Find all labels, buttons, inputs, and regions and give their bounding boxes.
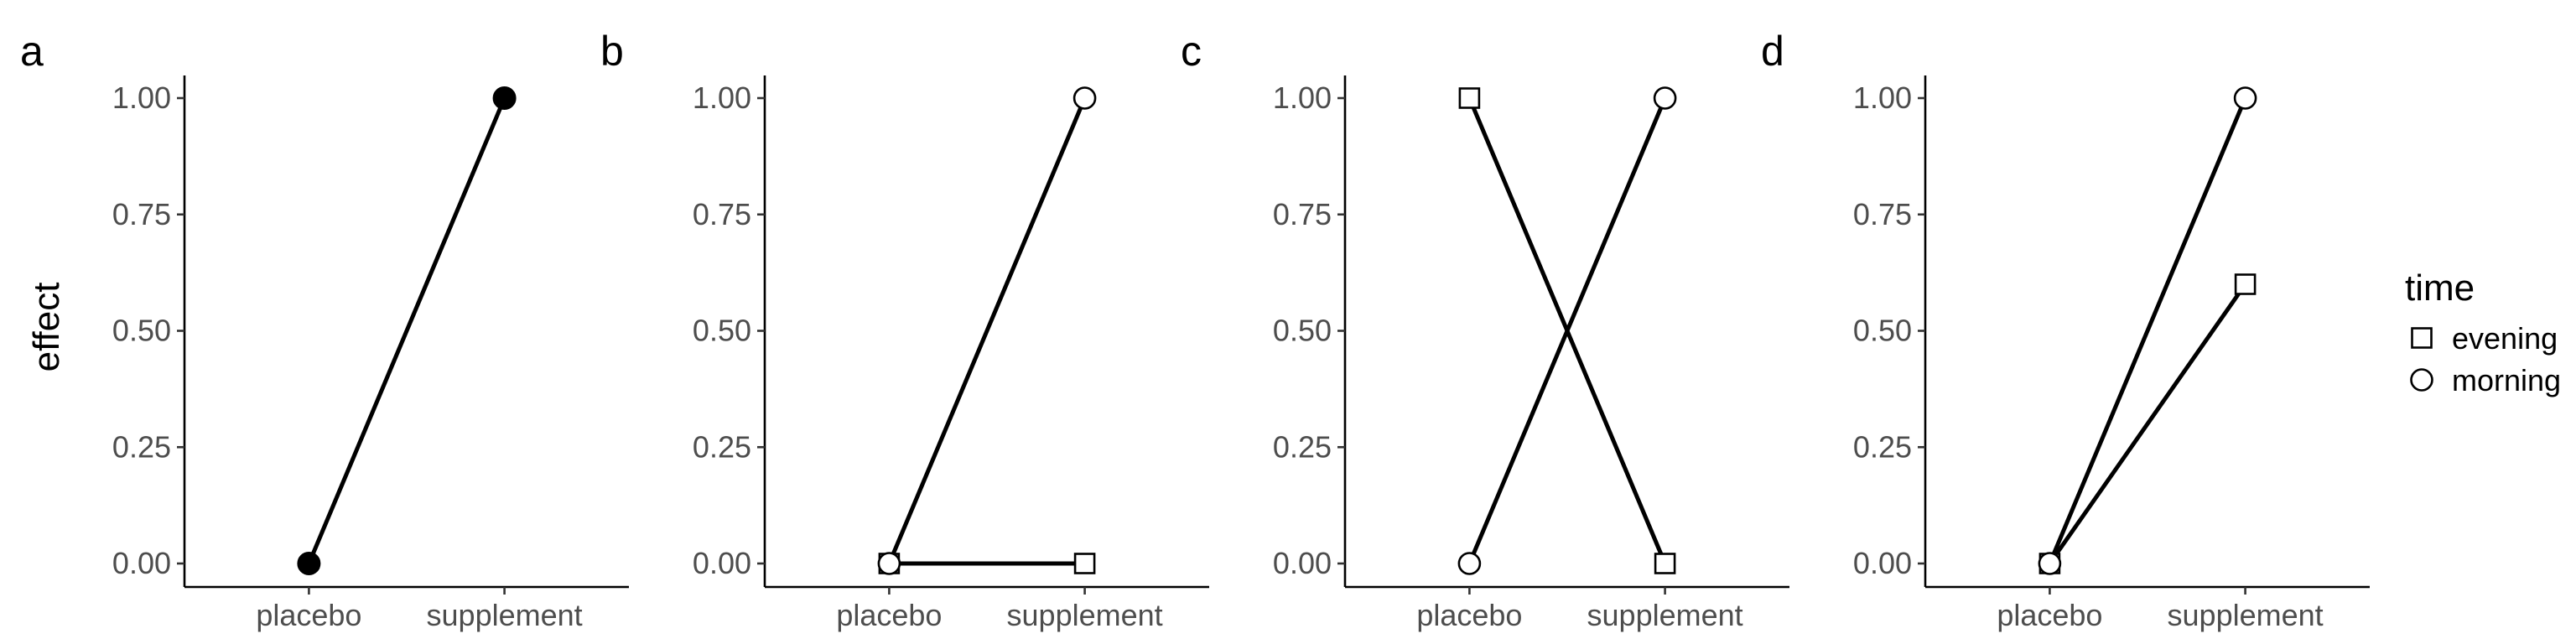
data-point-series-0 bbox=[297, 552, 321, 575]
data-point-morning bbox=[877, 552, 901, 575]
data-point-morning bbox=[1653, 86, 1677, 110]
data-point-evening bbox=[2234, 273, 2257, 295]
legend-items: evening morning bbox=[2410, 321, 2561, 397]
data-point-evening bbox=[1654, 553, 1676, 574]
data-point-morning bbox=[1457, 552, 1482, 575]
y-tick-label: 0.00 bbox=[693, 546, 751, 580]
y-tick-label: 0.50 bbox=[1273, 314, 1332, 348]
x-tick-label: supplement bbox=[1587, 598, 1743, 632]
data-point-evening bbox=[1073, 553, 1096, 574]
panel-letter: a bbox=[20, 28, 44, 75]
panel-b: b 0.00 0.25 0.50 0.75 1.00 placebo supplement bbox=[600, 28, 1209, 632]
y-axis-title: effect bbox=[26, 283, 67, 372]
y-tick-label: 0.25 bbox=[112, 429, 171, 464]
y-tick-label: 0.50 bbox=[1853, 314, 1912, 348]
x-tick-label: supplement bbox=[1007, 598, 1163, 632]
y-tick-label: 0.75 bbox=[1273, 197, 1332, 231]
y-tick-label: 1.00 bbox=[1853, 80, 1912, 115]
series-line-morning bbox=[887, 97, 1087, 564]
y-tick-label: 0.00 bbox=[1273, 546, 1332, 580]
y-tick-label: 0.75 bbox=[1853, 197, 1912, 231]
y-tick-label: 0.25 bbox=[693, 429, 751, 464]
legend: time evening morning bbox=[2405, 267, 2561, 397]
data-point-evening bbox=[1458, 87, 1481, 109]
panels: a 0.00 0.25 0.50 0.75 1.00 placebo supplement ef… bbox=[20, 28, 2370, 632]
panel-letter: d bbox=[1761, 28, 1784, 75]
data-point-morning bbox=[2038, 552, 2062, 575]
x-tick-label: supplement bbox=[2168, 598, 2324, 632]
y-tick-label: 0.75 bbox=[112, 197, 171, 231]
panel-d: d 0.00 0.25 0.50 0.75 1.00 placebo supplement bbox=[1761, 28, 2370, 632]
y-tick-label: 1.00 bbox=[112, 80, 171, 115]
y-tick-label: 1.00 bbox=[1273, 80, 1332, 115]
series-line-evening bbox=[2048, 283, 2247, 565]
data-point-series-0 bbox=[492, 86, 517, 110]
y-tick-label: 0.25 bbox=[1273, 429, 1332, 464]
legend-key-circle bbox=[2410, 368, 2433, 392]
x-tick-label: placebo bbox=[836, 598, 942, 632]
legend-title: time bbox=[2405, 267, 2475, 309]
series-line-morning bbox=[1467, 97, 1667, 564]
legend-label: morning bbox=[2452, 363, 2561, 397]
panel-letter: b bbox=[600, 28, 624, 75]
legend-key-square bbox=[2411, 327, 2433, 349]
y-tick-label: 0.00 bbox=[1853, 546, 1912, 580]
panel-letter: c bbox=[1181, 28, 1202, 75]
y-tick-label: 0.75 bbox=[693, 197, 751, 231]
x-tick-label: placebo bbox=[256, 598, 361, 632]
series-line-series-0 bbox=[307, 97, 506, 564]
legend-item-morning: morning bbox=[2410, 363, 2561, 397]
panel-a: a 0.00 0.25 0.50 0.75 1.00 placebo supplement ef… bbox=[20, 28, 629, 632]
legend-label: evening bbox=[2452, 321, 2558, 356]
y-tick-label: 0.50 bbox=[112, 314, 171, 348]
legend-item-evening: evening bbox=[2411, 321, 2558, 356]
y-tick-label: 0.00 bbox=[112, 546, 171, 580]
x-tick-label: supplement bbox=[427, 598, 583, 632]
y-tick-label: 0.50 bbox=[693, 314, 751, 348]
x-tick-label: placebo bbox=[1997, 598, 2102, 632]
series-line-morning bbox=[2048, 97, 2247, 564]
panel-c: c 0.00 0.25 0.50 0.75 1.00 placebo supplement bbox=[1181, 28, 1789, 632]
x-tick-label: placebo bbox=[1416, 598, 1522, 632]
y-tick-label: 1.00 bbox=[693, 80, 751, 115]
data-point-morning bbox=[2233, 86, 2257, 110]
y-tick-label: 0.25 bbox=[1853, 429, 1912, 464]
data-point-morning bbox=[1072, 86, 1097, 110]
